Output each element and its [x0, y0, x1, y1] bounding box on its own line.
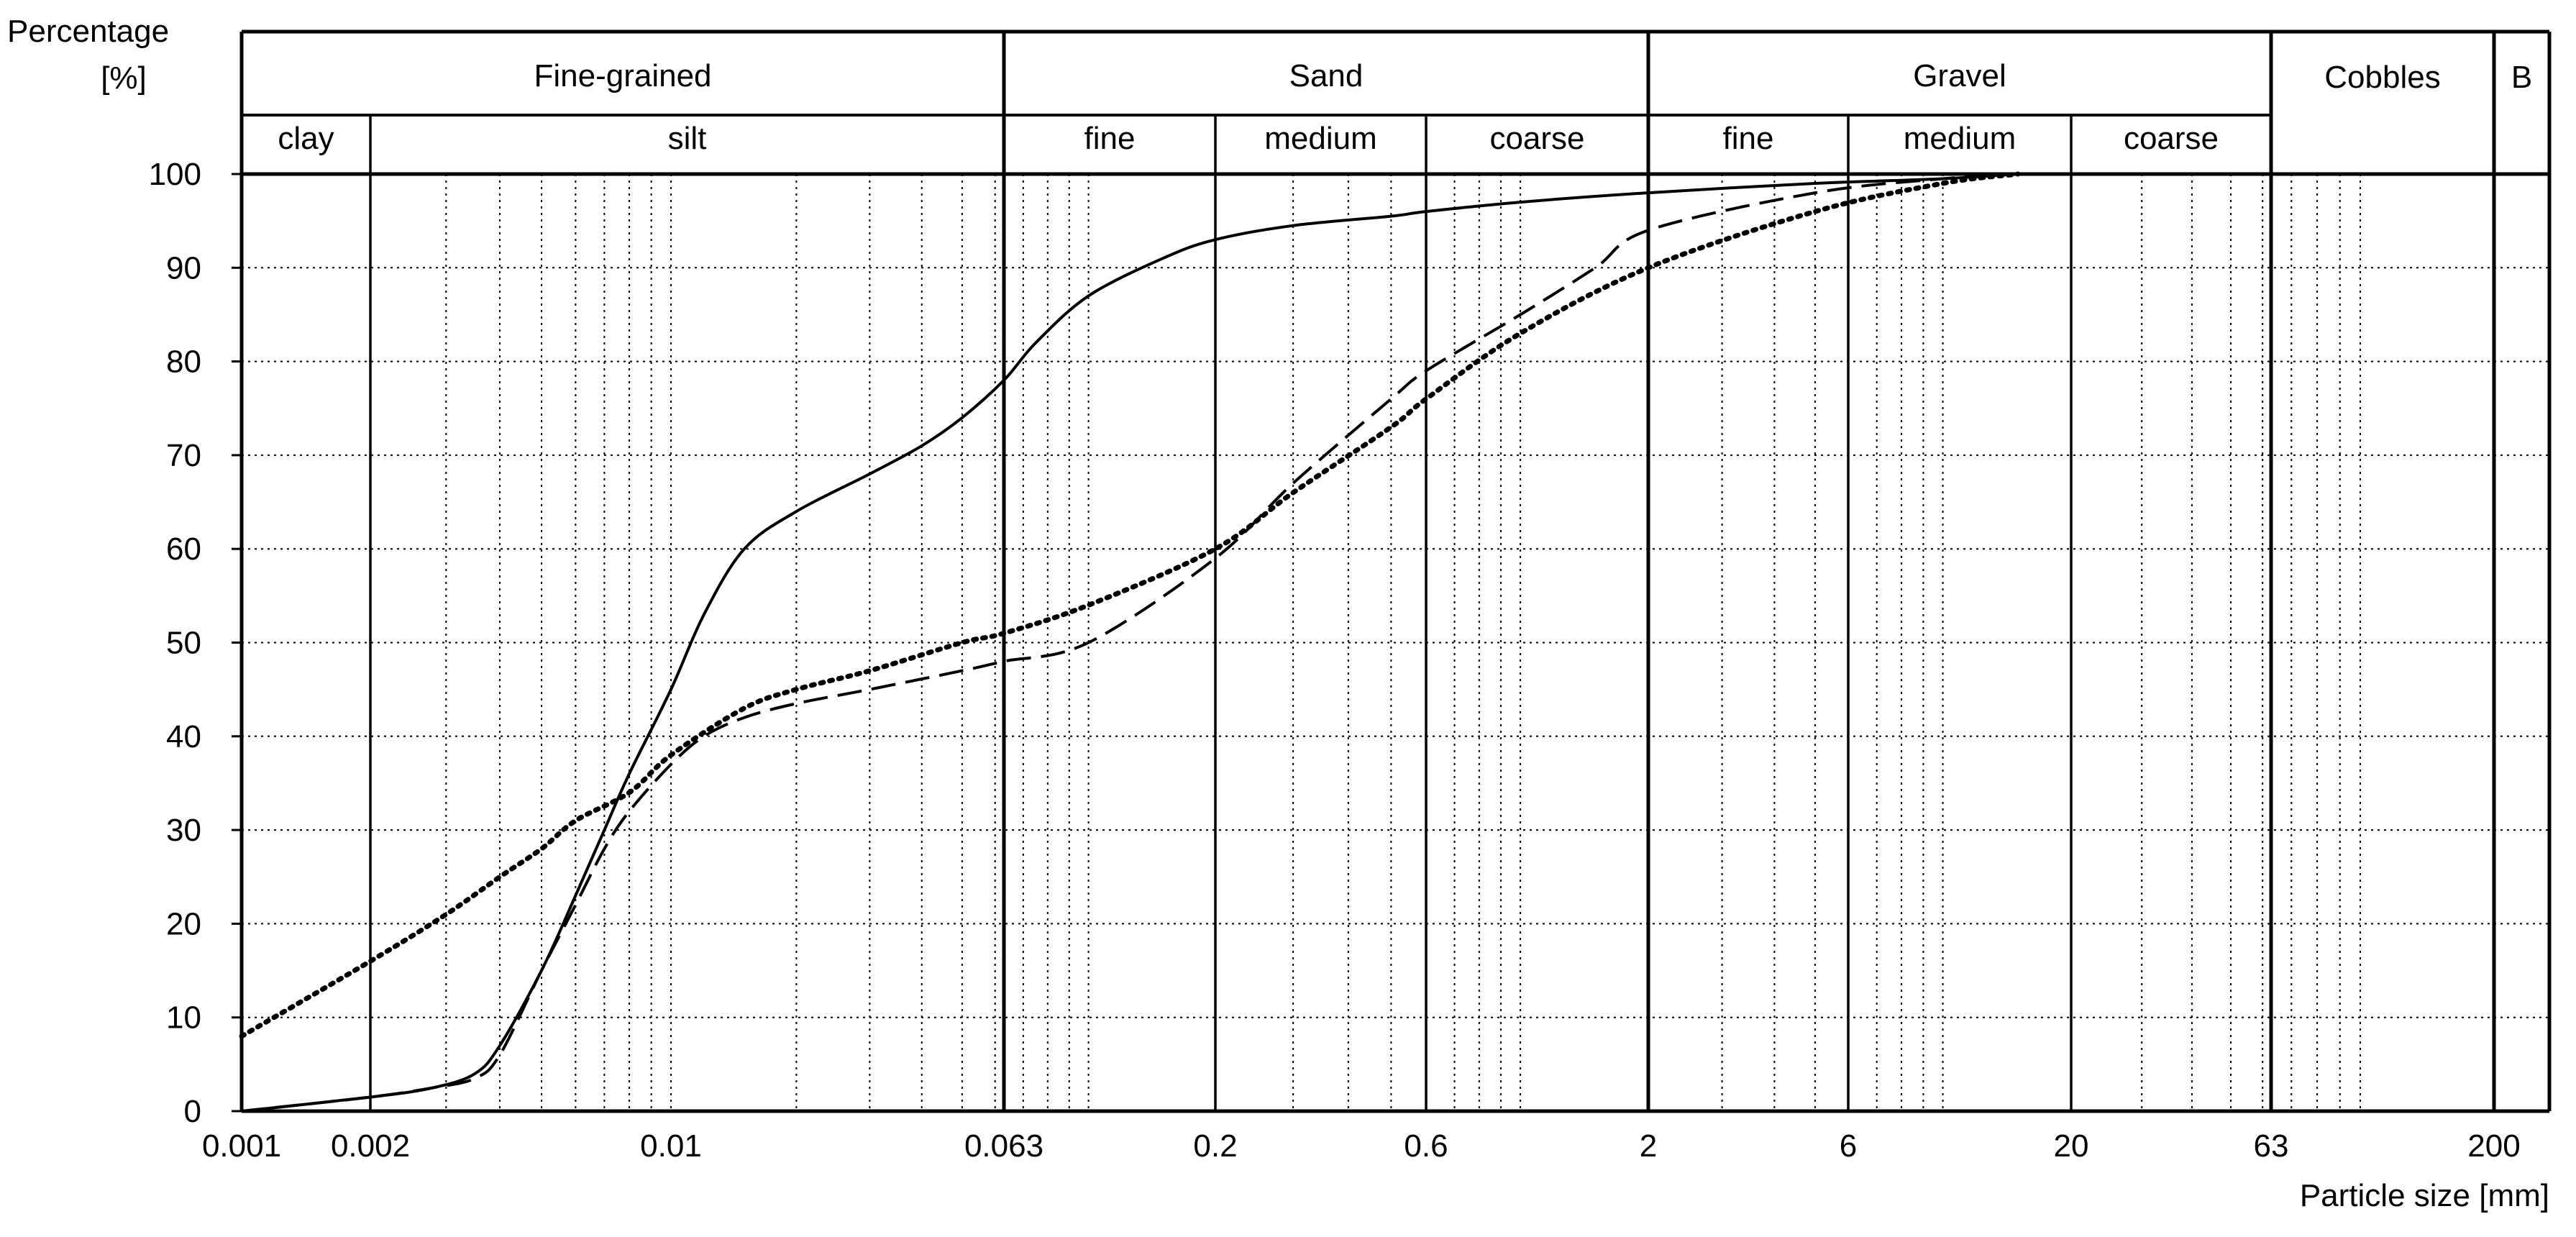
- header-group-label: Cobbles: [2324, 60, 2440, 95]
- header-subgroup-label: medium: [1904, 121, 2017, 156]
- header-group-label: Gravel: [1913, 58, 2006, 93]
- x-tick-label: 6: [1840, 1128, 1857, 1164]
- header-group-label: B: [2511, 60, 2532, 95]
- y-tick-label: 40: [166, 719, 201, 754]
- header-subgroup-label: coarse: [1489, 121, 1584, 156]
- y-tick-label: 90: [166, 250, 201, 286]
- x-tick-label: 200: [2467, 1128, 2520, 1164]
- y-tick-label: 0: [184, 1094, 201, 1129]
- y-tick-label: 30: [166, 813, 201, 848]
- header-subgroup-label: fine: [1723, 121, 1774, 156]
- header-group-label: Fine-grained: [534, 58, 711, 93]
- y-tick-label: 70: [166, 438, 201, 473]
- y-tick-label: 80: [166, 344, 201, 380]
- header-subgroup-label: fine: [1084, 121, 1136, 156]
- x-tick-label: 0.01: [640, 1128, 702, 1164]
- x-axis-title: Particle size [mm]: [2300, 1178, 2549, 1213]
- header-subgroup-label: coarse: [2124, 121, 2219, 156]
- header-subgroup-label: silt: [668, 121, 707, 156]
- y-tick-label: 10: [166, 1000, 201, 1036]
- y-tick-label: 60: [166, 531, 201, 567]
- header-subgroup-label: clay: [278, 121, 334, 156]
- header-group-label: Sand: [1289, 58, 1364, 93]
- x-tick-label: 0.001: [202, 1128, 281, 1164]
- x-tick-label: 2: [1640, 1128, 1657, 1164]
- y-tick-label: 50: [166, 626, 201, 661]
- x-tick-label: 0.002: [331, 1128, 410, 1164]
- series-dotted-curve: [239, 171, 2021, 1039]
- x-tick-label: 63: [2254, 1128, 2289, 1164]
- series-dashed-curve: [241, 173, 2019, 1113]
- x-tick-label: 20: [2054, 1128, 2089, 1164]
- y-tick-label: 100: [149, 157, 201, 192]
- x-tick-label: 0.063: [964, 1128, 1043, 1164]
- x-tick-label: 0.6: [1404, 1128, 1448, 1164]
- y-axis-unit: [%]: [101, 60, 147, 96]
- header-subgroup-label: medium: [1264, 121, 1377, 156]
- y-axis-title: Percentage: [7, 14, 169, 49]
- x-tick-label: 0.2: [1193, 1128, 1237, 1164]
- y-tick-label: 20: [166, 906, 201, 941]
